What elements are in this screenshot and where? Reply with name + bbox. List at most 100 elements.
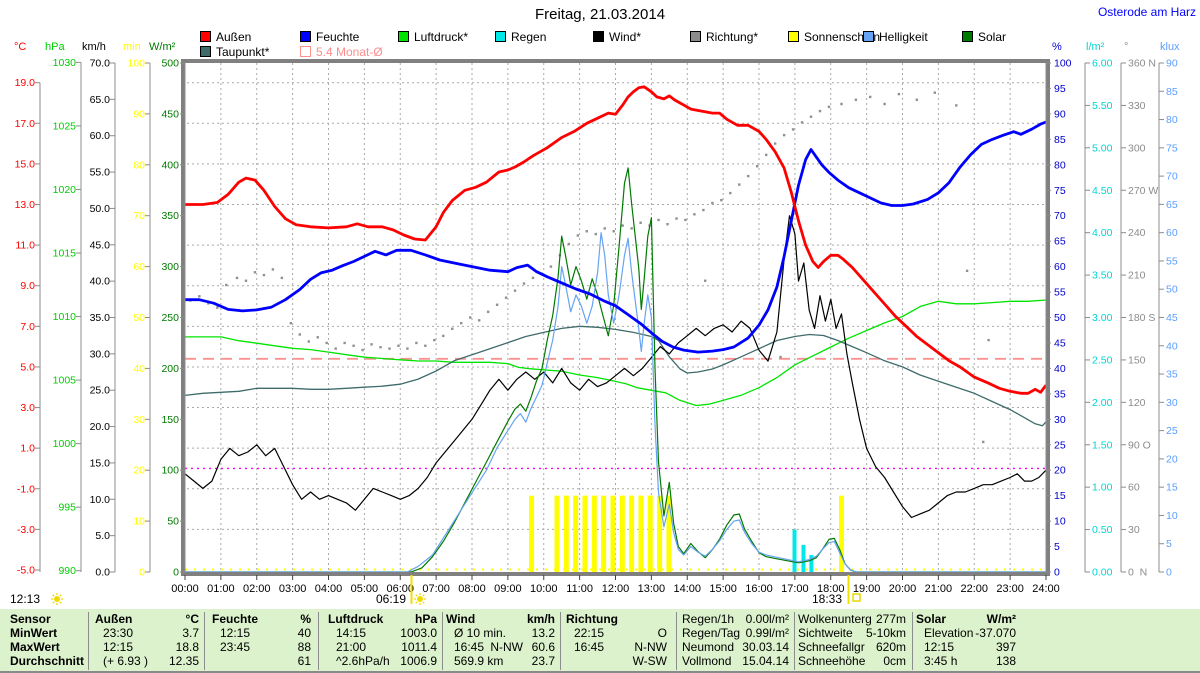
table-col-unit: W/m²	[986, 612, 1016, 626]
dot-richtung	[693, 213, 696, 216]
legend-color-box	[200, 46, 211, 57]
dot-richtung	[361, 348, 364, 352]
axis-tick-label-wm2: 150	[161, 414, 179, 426]
bar-regen	[809, 555, 814, 572]
x-tick-label: 24:00	[1032, 583, 1060, 595]
legend-color-box	[863, 31, 874, 42]
x-tick-label: 20:00	[889, 583, 917, 595]
table-row-label: Sensor	[10, 612, 51, 626]
axis-tick-label-deg: 180 S	[1128, 312, 1155, 324]
dot-richtung	[729, 191, 732, 195]
axis-tick-label-pct: 15	[1054, 490, 1066, 502]
dot-richtung	[235, 276, 239, 280]
legend-color-box	[200, 31, 211, 42]
table-time: 23:45	[220, 640, 251, 654]
legend-label: Solar	[978, 30, 1007, 44]
dot-richtung	[818, 109, 822, 113]
axis-tick-label-kmh: 50.0	[90, 203, 111, 215]
dot-richtung	[883, 102, 886, 106]
dot-richtung	[675, 217, 678, 220]
table-time: 12:15	[220, 626, 251, 640]
dot-richtung	[280, 276, 284, 280]
axis-tick-label-min: 90	[133, 108, 145, 120]
dot-richtung	[244, 279, 248, 282]
dot-richtung	[451, 327, 454, 331]
dot-richtung	[720, 198, 723, 202]
bar-sonnenschein	[638, 495, 644, 572]
plot-background	[185, 62, 1046, 573]
table-col-header: Wind	[446, 612, 476, 626]
axis-tick-label-lm2: 1.00	[1092, 482, 1113, 494]
dot-richtung	[955, 104, 958, 107]
legend-color-box	[962, 31, 973, 42]
plot-data-layer	[185, 85, 1046, 572]
table-time: 569.9 km	[454, 654, 504, 668]
dot-richtung	[603, 227, 606, 230]
dot-richtung	[442, 334, 445, 338]
axis-tick-label-klux: 50	[1166, 284, 1178, 296]
table-value: 1003.0	[400, 626, 437, 640]
table-stat-value: 5-10km	[865, 626, 906, 640]
x-tick-label: 09:00	[494, 583, 522, 595]
axis-tick-label-kmh: 25.0	[90, 385, 111, 397]
table-value: 3.7	[182, 626, 199, 640]
axis-tick-label-lm2: 3.00	[1092, 312, 1113, 324]
dot-richtung	[711, 201, 714, 205]
dot-richtung	[809, 115, 813, 118]
table-value: -37.070	[975, 626, 1016, 640]
legend-label: Regen	[511, 30, 547, 44]
dot-richtung	[982, 440, 985, 444]
table-stat-value: 0.99l/m²	[745, 626, 789, 640]
bar-sonnenschein	[666, 495, 672, 572]
axis-tick-label-min: 70	[133, 210, 145, 222]
legend-color-box	[788, 31, 799, 42]
bar-sonnenschein	[573, 495, 579, 572]
axis-tick-label-kmh: 0.0	[95, 567, 110, 579]
axis-tick-label-klux: 10	[1166, 510, 1178, 522]
axis-tick-label-pct: 70	[1054, 210, 1066, 222]
axis-tick-label-lm2: 5.50	[1092, 100, 1113, 112]
dot-richtung	[747, 174, 750, 178]
dot-richtung	[334, 347, 337, 350]
legend-label: 5.4 Monat-Ø	[316, 45, 383, 59]
legend-color-box	[690, 31, 701, 42]
axis-tick-label-pct: 35	[1054, 388, 1066, 400]
table-stat-label: Schneehöhe	[798, 654, 866, 668]
bar-sonnenschein	[629, 495, 635, 572]
axis-tick-label-lm2: 3.50	[1092, 270, 1113, 282]
dot-richtung	[469, 316, 472, 319]
dot-richtung	[585, 230, 588, 233]
dot-richtung	[779, 355, 782, 359]
table-col-unit: hPa	[414, 612, 437, 626]
dot-richtung	[639, 221, 642, 224]
axis-tick-label-deg: 300	[1128, 142, 1146, 154]
axis-tick-label-hpa: 1010	[53, 311, 77, 323]
axis-tick-label-wm2: 450	[161, 108, 179, 120]
axis-tick-label-temp: 17.0	[15, 118, 36, 130]
axis-tick-label-pct: 45	[1054, 337, 1066, 349]
table-stat-value: 30.03.14	[742, 640, 789, 654]
table-time: ^2.6hPa/h	[336, 654, 390, 668]
table-separator	[794, 612, 795, 670]
axis-tick-label-wm2: 0	[173, 567, 179, 579]
dot-richtung	[504, 296, 508, 299]
x-tick-label: 01:00	[207, 583, 235, 595]
axis-tick-label-klux: 70	[1166, 171, 1178, 183]
axis-tick-label-wm2: 500	[161, 58, 179, 70]
axis-tick-label-temp: 15.0	[15, 158, 36, 170]
table-stat-label: Regen/1h	[682, 612, 735, 626]
dot-richtung	[298, 333, 301, 336]
dot-richtung	[666, 222, 669, 226]
sunrise-time: 06:19	[375, 592, 406, 606]
table-value: 60.6	[531, 640, 555, 654]
axis-tick-label-hpa: 1000	[53, 438, 77, 450]
axis-unit-lm2: l/m²	[1086, 41, 1105, 53]
table-time: 16:45	[454, 640, 485, 654]
axis-tick-label-pct: 40	[1054, 363, 1066, 375]
axis-tick-label-pct: 100	[1054, 58, 1072, 70]
axis-tick-label-klux: 25	[1166, 425, 1178, 437]
dot-richtung	[406, 347, 409, 350]
axis-tick-label-hpa: 995	[58, 502, 76, 514]
axis-tick-label-pct: 10	[1054, 516, 1066, 528]
axis-tick-label-klux: 80	[1166, 114, 1178, 126]
